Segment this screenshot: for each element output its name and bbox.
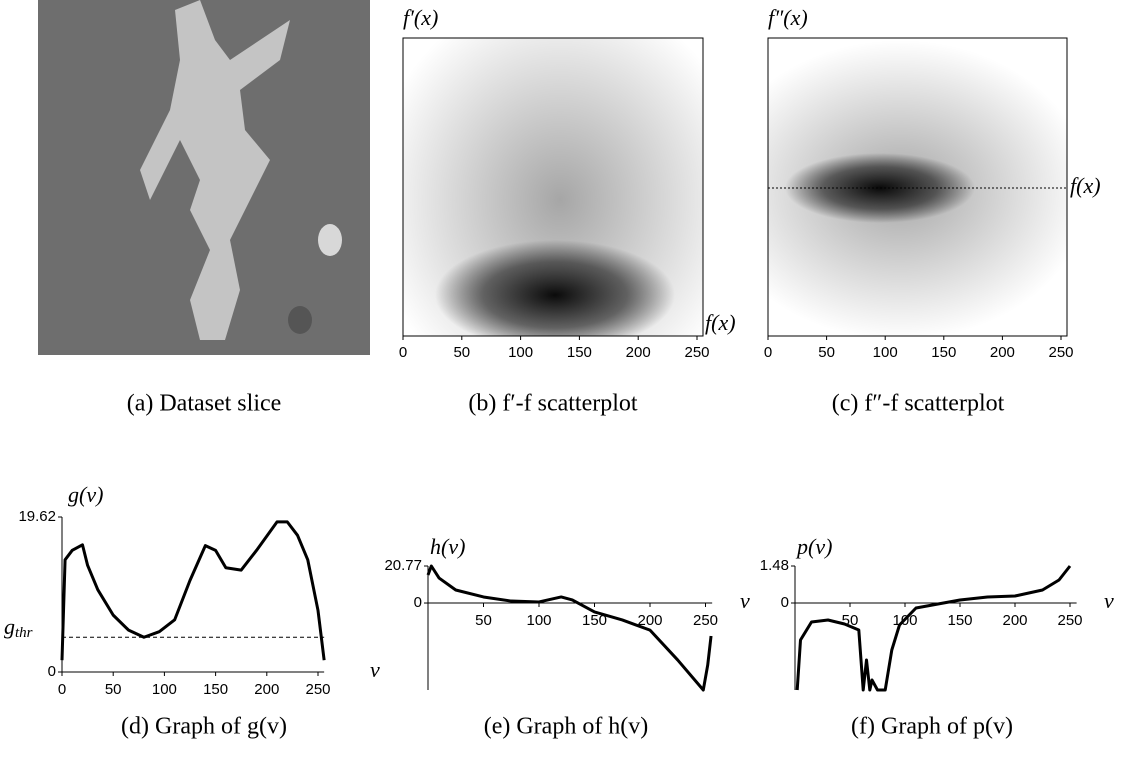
curve	[795, 565, 1072, 692]
x-tick-label: 100	[508, 344, 533, 361]
x-tick-label: 200	[254, 681, 279, 698]
x-tick-label: 250	[1048, 344, 1073, 361]
x-tick-label: 100	[526, 612, 551, 629]
threshold-subscript: thr	[15, 626, 33, 642]
x-tick-label: 50	[453, 344, 470, 361]
y-axis-label: g(v)	[68, 482, 103, 507]
caption: (b) f′-f scatterplot	[468, 391, 638, 417]
x-tick-label: 250	[693, 612, 718, 629]
x-tick-label: 200	[637, 612, 662, 629]
x-tick-label: 100	[873, 344, 898, 361]
y-tick-label: 0	[48, 663, 56, 680]
x-tick-label: 150	[203, 681, 228, 698]
x-tick-label: 0	[58, 681, 66, 698]
y-tick-label: 0	[414, 594, 422, 611]
x-tick-label: 100	[152, 681, 177, 698]
x-axis-label: v	[370, 657, 380, 682]
plot-frame	[402, 37, 704, 337]
x-tick-label: 150	[947, 612, 972, 629]
x-tick-label: 0	[764, 344, 772, 361]
x-tick-label: 200	[626, 344, 651, 361]
density-c	[768, 40, 1067, 336]
density-b	[403, 38, 703, 336]
x-tick-label: 0	[399, 344, 407, 361]
x-tick-label: 50	[105, 681, 122, 698]
x-axis-label: f(x)	[1070, 173, 1101, 198]
x-axis-label: v	[740, 588, 750, 613]
x-tick-label: 50	[818, 344, 835, 361]
caption: (f) Graph of p(v)	[851, 714, 1013, 740]
x-tick-label: 250	[1057, 612, 1082, 629]
threshold-label: gthr	[4, 614, 33, 641]
caption: (c) f″-f scatterplot	[832, 391, 1005, 417]
y-tick-label: 0	[781, 594, 789, 611]
y-axis-label: f′(x)	[403, 5, 438, 30]
y-tick-label: 1.48	[760, 557, 789, 574]
caption: (d) Graph of g(v)	[121, 714, 287, 740]
plot-frame	[767, 37, 1068, 337]
x-tick-label: 200	[1002, 612, 1027, 629]
curve	[60, 520, 326, 661]
y-tick-label: 20.77	[384, 557, 422, 574]
x-tick-label: 200	[990, 344, 1015, 361]
x-tick-label: 150	[567, 344, 592, 361]
caption: (e) Graph of h(v)	[484, 714, 649, 740]
y-tick-label: 19.62	[18, 508, 56, 525]
x-axis-label: v	[1104, 588, 1114, 613]
x-axis-label: f(x)	[705, 310, 736, 335]
x-tick-label: 250	[684, 344, 709, 361]
x-tick-label: 150	[931, 344, 956, 361]
y-axis-label: h(v)	[430, 534, 465, 559]
threshold-symbol: g	[4, 614, 15, 639]
y-axis-label: p(v)	[795, 534, 832, 559]
caption: (a) Dataset slice	[127, 391, 282, 417]
x-tick-label: 150	[582, 612, 607, 629]
y-axis-label: f″(x)	[768, 5, 808, 30]
curve	[426, 564, 713, 692]
x-tick-label: 50	[475, 612, 492, 629]
x-tick-label: 250	[305, 681, 330, 698]
dataset-slice	[38, 0, 370, 355]
